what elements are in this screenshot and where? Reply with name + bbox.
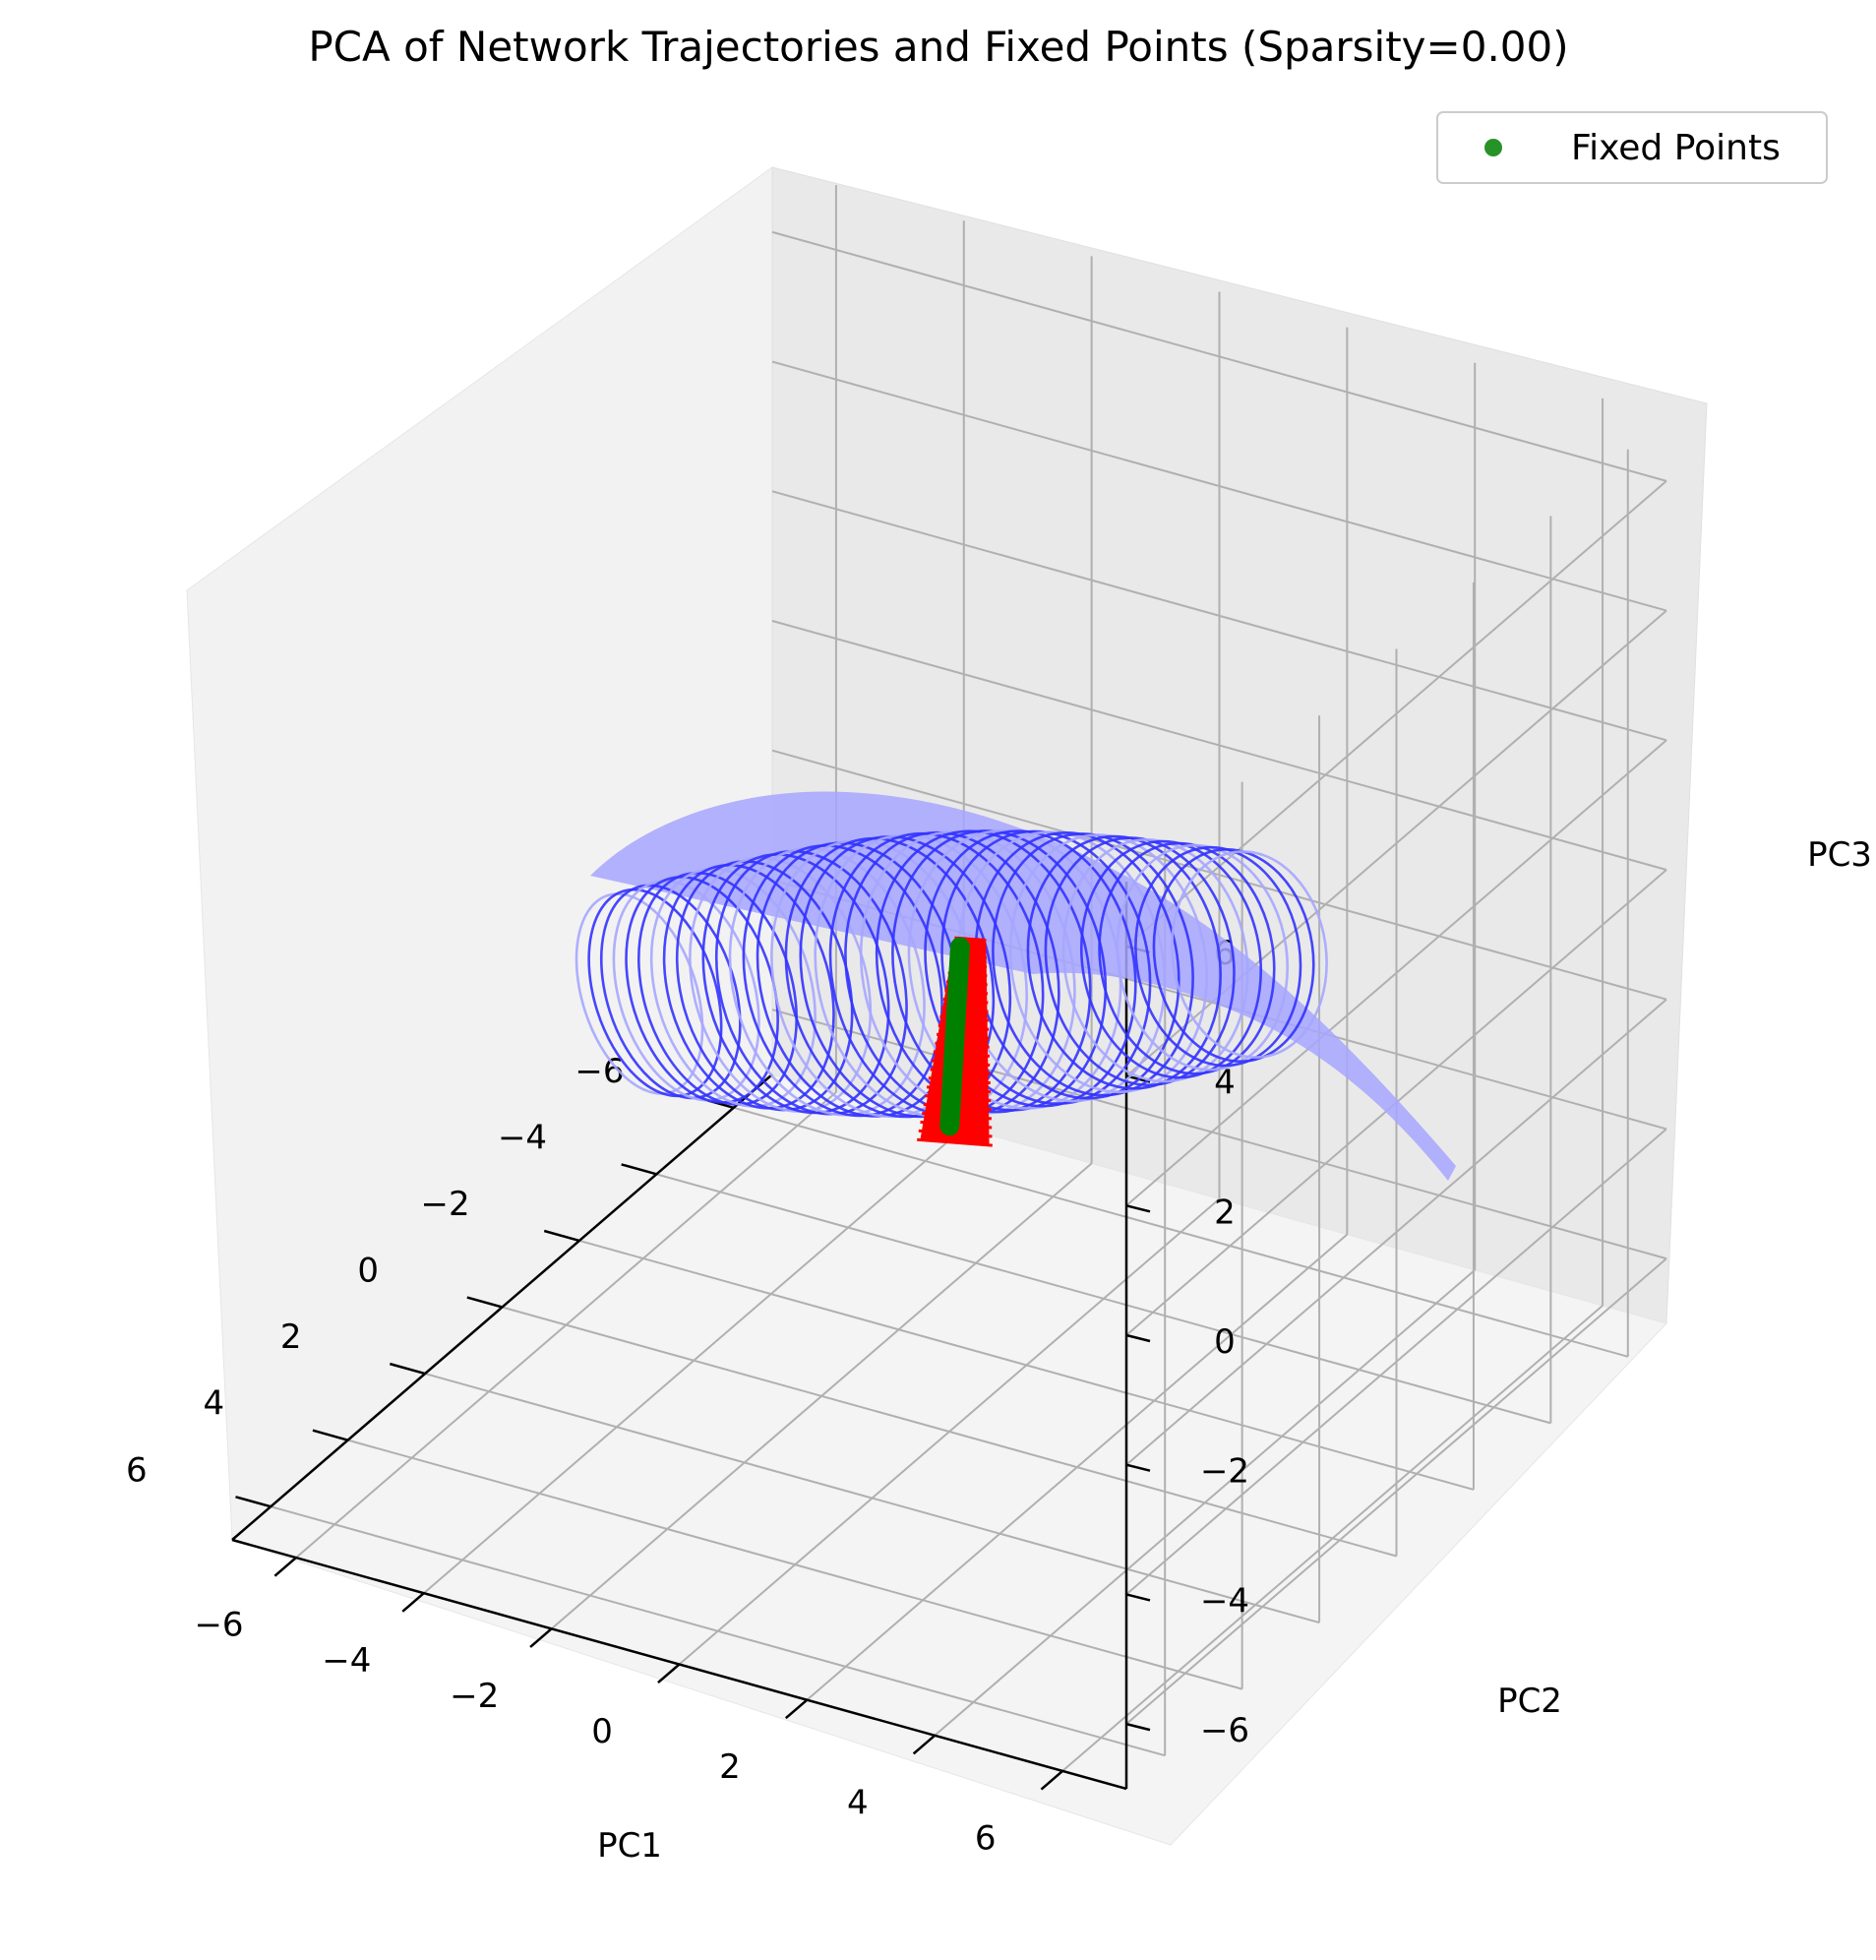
grid-line-left-z bbox=[771, 360, 1667, 612]
x-tick-label: −2 bbox=[421, 1185, 470, 1224]
z-axis-label: PC3 bbox=[1807, 835, 1872, 875]
x-tick-label: 2 bbox=[280, 1317, 302, 1357]
grid-line-back-z bbox=[1125, 480, 1667, 948]
fixed-point bbox=[939, 1116, 960, 1136]
x-tick bbox=[621, 1163, 657, 1176]
grid-line-left-z bbox=[771, 490, 1667, 742]
x-tick bbox=[466, 1296, 503, 1309]
grid-line-floor-y bbox=[806, 1233, 1349, 1701]
z-tick-label: −4 bbox=[1200, 1581, 1249, 1621]
trajectory-loop bbox=[992, 832, 1194, 1097]
x-tick-label: 4 bbox=[203, 1384, 224, 1424]
z-tick-label: −6 bbox=[1200, 1711, 1249, 1750]
y-tick-label: 2 bbox=[719, 1747, 741, 1787]
trajectory-loop bbox=[728, 846, 926, 1117]
x-tick bbox=[312, 1429, 348, 1441]
z-tick bbox=[1125, 1333, 1151, 1343]
y-tick bbox=[273, 1557, 297, 1577]
trajectory-loop bbox=[1116, 843, 1289, 1072]
legend-label-fixed-points: Fixed Points bbox=[1571, 128, 1781, 168]
x-tick bbox=[390, 1362, 426, 1376]
red-trajectory-segment bbox=[917, 1137, 993, 1147]
trajectory-loop bbox=[612, 880, 760, 1102]
z-tick bbox=[1125, 1204, 1151, 1213]
y-tick bbox=[784, 1698, 809, 1720]
x-tick-label: −4 bbox=[498, 1118, 547, 1157]
legend-frame bbox=[1436, 111, 1828, 184]
y-tick bbox=[529, 1627, 553, 1648]
z-tick-label: 0 bbox=[1214, 1322, 1236, 1362]
grid-line-floor-x bbox=[424, 1373, 1320, 1624]
x-tick-label: 0 bbox=[357, 1252, 379, 1291]
y-tick-label: 4 bbox=[847, 1783, 869, 1822]
z-tick-label: 2 bbox=[1214, 1193, 1236, 1232]
y-tick-label: −2 bbox=[450, 1677, 499, 1716]
trajectory-loop bbox=[1026, 834, 1222, 1090]
x-tick-label: 6 bbox=[126, 1450, 148, 1490]
grid-line-floor-x bbox=[270, 1505, 1166, 1757]
trajectory-loop bbox=[1134, 845, 1302, 1068]
legend-marker-fixed-points bbox=[1484, 139, 1502, 156]
grid-line-left-z bbox=[771, 620, 1667, 871]
trajectory-loop bbox=[1044, 836, 1236, 1087]
y-axis-label: PC2 bbox=[1497, 1682, 1562, 1721]
z-tick-label: −2 bbox=[1200, 1452, 1249, 1492]
trajectory-loop bbox=[587, 888, 723, 1098]
y-tick-label: 6 bbox=[975, 1819, 997, 1859]
y-tick-label: 0 bbox=[591, 1712, 613, 1751]
trajectory-loop bbox=[1008, 833, 1209, 1094]
trajectory-loop bbox=[1098, 841, 1276, 1075]
x-tick bbox=[235, 1496, 272, 1508]
x-tick-label: −6 bbox=[575, 1052, 624, 1091]
trajectory-loop bbox=[742, 844, 943, 1118]
grid-line-floor-y bbox=[678, 1197, 1221, 1666]
trajectory-loop bbox=[1061, 838, 1249, 1083]
y-tick bbox=[1040, 1769, 1063, 1791]
trajectory-loop bbox=[1171, 850, 1328, 1059]
plot-area bbox=[575, 791, 1456, 1181]
grid-line-back-z bbox=[1125, 739, 1667, 1207]
y-tick bbox=[657, 1663, 681, 1684]
x-tick bbox=[543, 1229, 580, 1243]
grid-line-floor-y bbox=[1061, 1305, 1604, 1772]
y-tick-label: −6 bbox=[194, 1606, 243, 1645]
legend: Fixed Points bbox=[1436, 111, 1828, 184]
x-axis-label: PC1 bbox=[597, 1826, 662, 1866]
trajectory-sheet bbox=[590, 791, 1456, 1181]
y-tick bbox=[912, 1734, 937, 1755]
trajectory-loop bbox=[1152, 848, 1315, 1063]
z-tick bbox=[1125, 1722, 1151, 1732]
grid-line-floor-y bbox=[934, 1269, 1476, 1737]
z-tick bbox=[1125, 1593, 1151, 1602]
grid-line-floor-x bbox=[347, 1439, 1242, 1690]
z-tick-label: 4 bbox=[1214, 1064, 1236, 1103]
y-tick bbox=[401, 1592, 425, 1613]
grid-line-left-z bbox=[771, 230, 1667, 482]
trajectory-loop bbox=[1079, 839, 1263, 1079]
chart-title: PCA of Network Trajectories and Fixed Po… bbox=[308, 23, 1568, 71]
y-tick-label: −4 bbox=[322, 1641, 371, 1681]
z-tick bbox=[1125, 1463, 1151, 1472]
